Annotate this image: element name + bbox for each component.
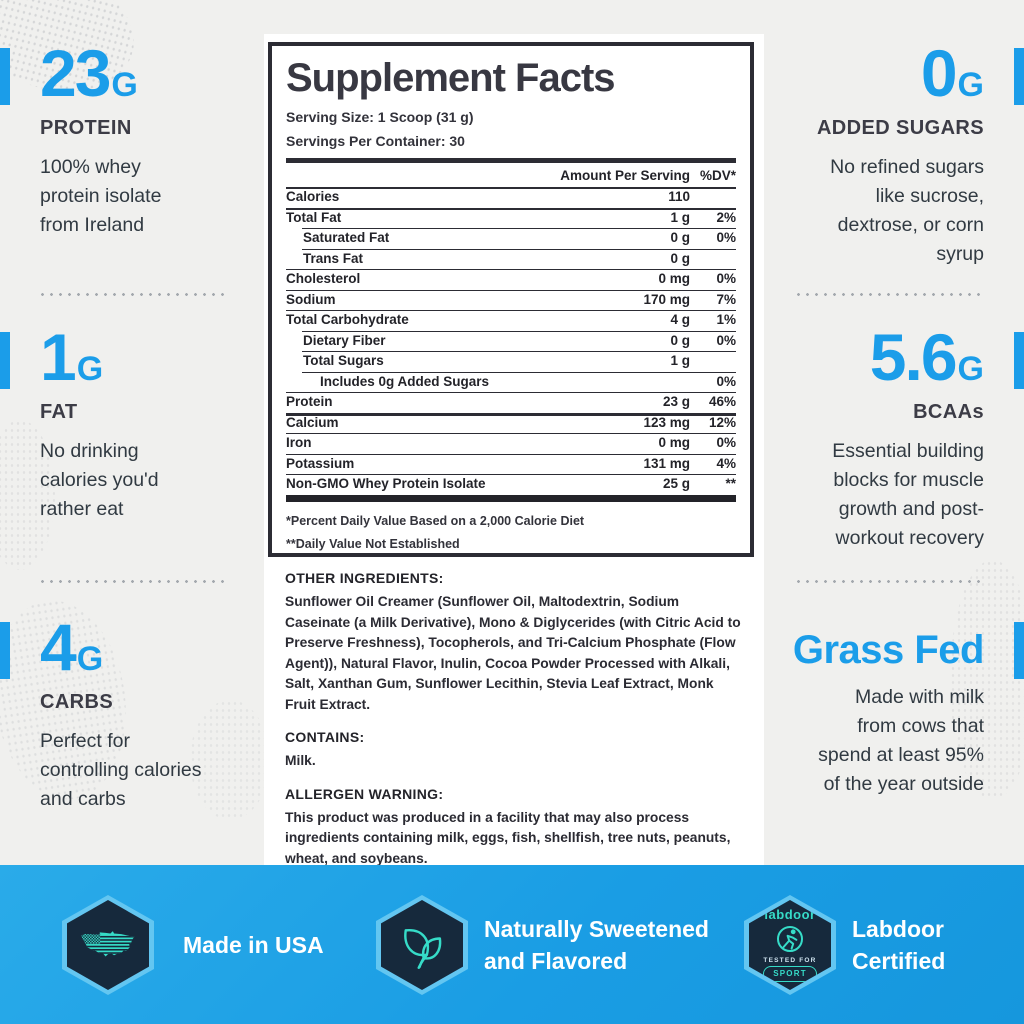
nutrition-row: Trans Fat 0 g bbox=[286, 248, 736, 270]
allergen-warning-text: This product was produced in a facility … bbox=[285, 809, 731, 866]
stat-number: 1 bbox=[40, 320, 77, 394]
naturally-sweetened-label: Naturally Sweetened and Flavored bbox=[484, 916, 709, 974]
footnote-not-established: **Daily Value Not Established bbox=[286, 536, 460, 551]
footnote-dv: *Percent Daily Value Based on a 2,000 Ca… bbox=[286, 513, 585, 528]
stat-label: PROTEIN bbox=[40, 117, 132, 139]
servings-per-container: Servings Per Container: 30 bbox=[286, 133, 465, 149]
nutrition-row: Non-GMO Whey Protein Isolate 25 g ** bbox=[286, 474, 736, 495]
contains-heading: CONTAINS: bbox=[285, 729, 365, 745]
labdoor-runner-icon bbox=[777, 926, 803, 953]
stat-number: 23 bbox=[40, 36, 111, 110]
serving-size: Serving Size: 1 Scoop (31 g) bbox=[286, 109, 474, 125]
stat-description: No refined sugars like sucrose, dextrose… bbox=[830, 156, 984, 265]
stat-protein: 23G PROTEIN 100% whey protein isolate fr… bbox=[40, 40, 252, 240]
accent-bar bbox=[0, 48, 10, 105]
accent-bar bbox=[1014, 622, 1024, 679]
amount-per-serving-header: Amount Per Serving bbox=[560, 168, 690, 183]
allergen-warning-heading: ALLERGEN WARNING: bbox=[285, 785, 444, 802]
details-section: OTHER INGREDIENTS: Sunflower Oil Creamer… bbox=[285, 570, 747, 869]
stat-value: 5.6G bbox=[766, 324, 984, 390]
stat-description: Perfect for controlling calories and car… bbox=[40, 730, 202, 810]
stat-fat: 1G FAT No drinking calories you'd rather… bbox=[40, 324, 252, 524]
dotted-divider bbox=[794, 580, 984, 583]
nutrition-row: Cholesterol 0 mg 0% bbox=[286, 269, 736, 290]
tested-for-text: TESTED FOR bbox=[763, 957, 817, 965]
stat-description: No drinking calories you'd rather eat bbox=[40, 440, 159, 520]
nutrition-row: Potassium 131 mg 4% bbox=[286, 453, 736, 475]
nutrition-row: Dietary Fiber 0 g 0% bbox=[286, 330, 736, 352]
nutrition-row: Includes 0g Added Sugars 0% bbox=[286, 371, 736, 393]
other-ingredients-text: Sunflower Oil Creamer (Sunflower Oil, Ma… bbox=[285, 594, 741, 712]
leaves-icon bbox=[404, 929, 442, 969]
made-in-usa-label: Made in USA bbox=[183, 932, 324, 958]
stat-label: CARBS bbox=[40, 691, 114, 713]
stat-label: ADDED SUGARS bbox=[816, 117, 984, 139]
stat-unit: G bbox=[957, 350, 984, 388]
dotted-divider bbox=[38, 580, 228, 583]
accent-bar bbox=[1014, 48, 1024, 105]
nutrition-row: Calories 110 bbox=[286, 187, 736, 208]
badge-labdoor: labdoor TESTED FOR SPORT bbox=[744, 895, 836, 995]
nutrition-rows: Calories 110 Total Fat 1 g 2% Saturated Fat 0 … bbox=[286, 187, 736, 495]
nutrition-row: Iron 0 mg 0% bbox=[286, 433, 736, 454]
nutrition-row: Total Sugars 1 g bbox=[286, 351, 736, 372]
nutrition-row: Protein 23 g 46% bbox=[286, 392, 736, 413]
supplement-facts-panel: Supplement Facts Serving Size: 1 Scoop (… bbox=[268, 42, 754, 557]
stat-unit: G bbox=[76, 640, 104, 678]
stat-value: 23G bbox=[40, 40, 252, 106]
stat-unit: G bbox=[957, 66, 984, 104]
stat-number: 0 bbox=[920, 36, 958, 110]
stat-added-sugars: 0G ADDED SUGARS No refined sugars like s… bbox=[766, 40, 984, 269]
nutrition-row: Total Carbohydrate 4 g 1% bbox=[286, 310, 736, 331]
labdoor-wordmark: labdoor bbox=[764, 907, 816, 923]
nutrition-row: Calcium 123 mg 12% bbox=[286, 412, 736, 434]
accent-bar bbox=[1014, 332, 1024, 389]
stat-value: 1G bbox=[40, 324, 252, 390]
stat-unit: G bbox=[111, 66, 138, 104]
stat-value: 4G bbox=[40, 614, 252, 680]
labdoor-certified-label: Labdoor Certified bbox=[852, 916, 946, 974]
nutrition-row: Saturated Fat 0 g 0% bbox=[286, 228, 736, 249]
stat-label: FAT bbox=[40, 401, 78, 423]
stat-unit: G bbox=[76, 350, 104, 388]
accent-bar bbox=[0, 622, 10, 679]
badge-naturally-sweetened bbox=[376, 895, 468, 995]
stat-label: BCAAs bbox=[913, 401, 984, 423]
usa-map-icon bbox=[81, 931, 135, 957]
stat-bcaas: 5.6G BCAAs Essential building blocks for… bbox=[766, 324, 984, 553]
facts-title: Supplement Facts bbox=[286, 56, 616, 100]
nutrition-row: Total Fat 1 g 2% bbox=[286, 207, 736, 229]
dotted-divider bbox=[38, 293, 228, 296]
nutrition-header: Amount Per Serving %DV* bbox=[286, 163, 736, 187]
accent-bar bbox=[0, 332, 10, 389]
stat-description: Made with milk from cows that spend at l… bbox=[818, 686, 984, 795]
dv-header: %DV* bbox=[699, 168, 736, 183]
other-ingredients-heading: OTHER INGREDIENTS: bbox=[285, 570, 444, 586]
nutrition-row: Sodium 170 mg 7% bbox=[286, 289, 736, 311]
rule-thick bbox=[286, 158, 736, 163]
badge-made-in-usa bbox=[62, 895, 154, 995]
stat-number: 4 bbox=[40, 610, 77, 684]
contains-text: Milk. bbox=[285, 753, 316, 768]
rule-thick-bottom bbox=[286, 494, 736, 502]
stat-headline: Grass Fed bbox=[792, 628, 985, 672]
stat-grass-fed: Grass Fed Made with milk from cows that … bbox=[766, 628, 985, 799]
stat-description: Essential building blocks for muscle gro… bbox=[832, 440, 984, 549]
stat-number: 5.6 bbox=[869, 320, 958, 394]
dotted-divider bbox=[794, 293, 984, 296]
sport-pill: SPORT bbox=[763, 966, 817, 982]
footer-bar: Made in USA Naturally Sweetened and Flav… bbox=[0, 865, 1024, 1024]
stat-carbs: 4G CARBS Perfect for controlling calorie… bbox=[40, 614, 252, 814]
stat-description: 100% whey protein isolate from Ireland bbox=[40, 156, 162, 236]
stat-value: 0G bbox=[766, 40, 984, 106]
